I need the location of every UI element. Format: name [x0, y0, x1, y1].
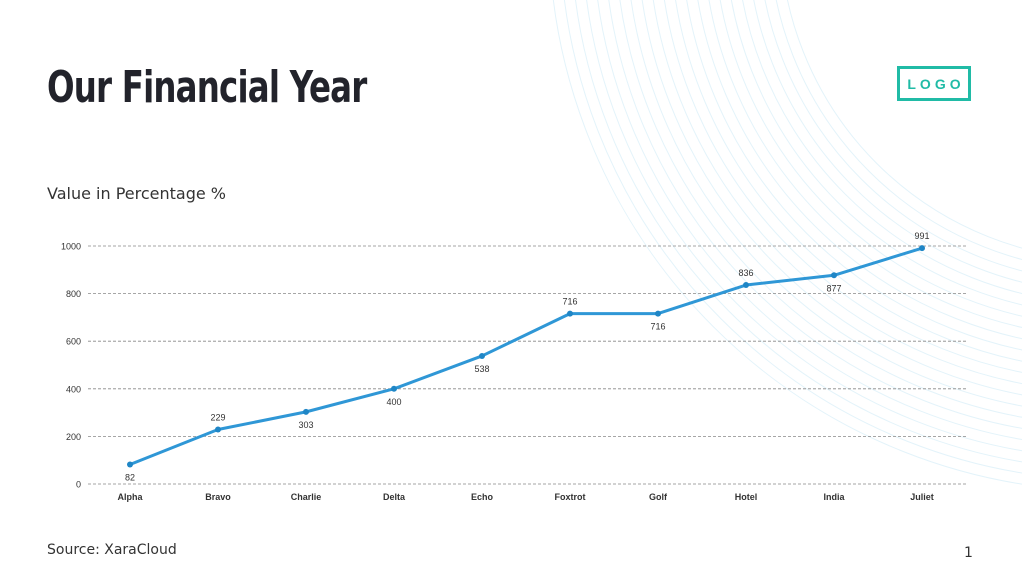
data-label: 303 — [298, 420, 313, 430]
data-label: 836 — [738, 268, 753, 278]
x-tick-label: Foxtrot — [555, 492, 586, 502]
x-tick-label: Hotel — [735, 492, 758, 502]
data-point — [919, 245, 925, 252]
data-point — [391, 385, 397, 392]
x-tick-label: Golf — [649, 492, 668, 502]
x-tick-label: Echo — [471, 492, 494, 502]
series-line — [129, 246, 923, 466]
x-tick-label: Bravo — [205, 492, 231, 502]
y-tick-label: 0 — [76, 480, 81, 490]
chart-title: Value in Percentage % — [47, 184, 226, 203]
x-tick-label: Juliet — [910, 492, 934, 502]
logo: LOGO — [897, 66, 971, 101]
data-point — [655, 310, 661, 317]
data-label: 82 — [125, 472, 135, 482]
data-point — [743, 282, 749, 289]
data-point — [567, 310, 573, 317]
data-label: 991 — [914, 231, 929, 241]
data-point — [127, 461, 133, 468]
data-point — [831, 272, 837, 279]
data-label: 229 — [210, 412, 225, 422]
y-tick-label: 1000 — [61, 242, 81, 252]
x-tick-label: Alpha — [117, 492, 143, 502]
x-tick-label: Charlie — [291, 492, 322, 502]
y-tick-label: 200 — [66, 432, 81, 442]
y-tick-label: 400 — [66, 384, 81, 394]
page-number: 1 — [964, 545, 973, 561]
y-tick-label: 800 — [66, 289, 81, 299]
data-label: 400 — [386, 397, 401, 407]
data-point — [215, 426, 221, 433]
data-label: 716 — [562, 297, 577, 307]
data-point — [303, 408, 309, 415]
source-note: Source: XaraCloud — [47, 542, 177, 558]
data-point — [479, 352, 485, 359]
slide-title: Our Financial Year — [47, 62, 367, 113]
x-tick-label: India — [823, 492, 845, 502]
data-label: 877 — [826, 283, 841, 293]
y-tick-label: 600 — [66, 337, 81, 347]
data-label: 538 — [474, 364, 489, 374]
x-tick-label: Delta — [383, 492, 406, 502]
data-label: 716 — [650, 322, 665, 332]
